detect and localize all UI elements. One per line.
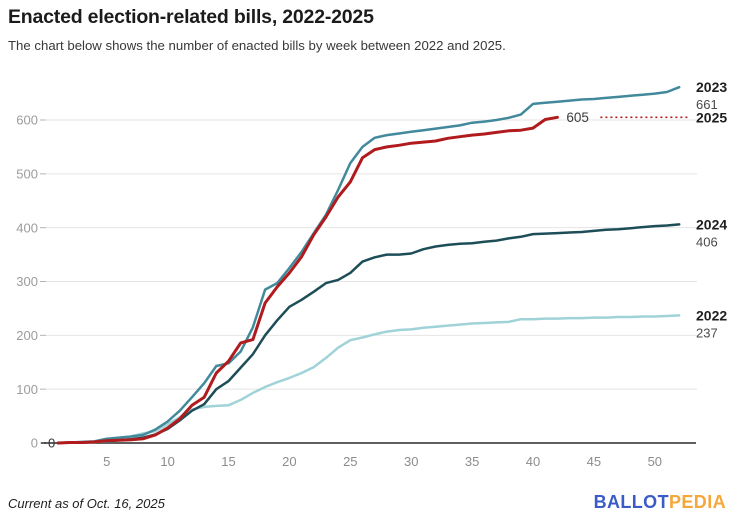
y-tick-label: 500 [16,166,38,181]
end-year-label-2025: 2025 [696,109,727,125]
ballotpedia-logo: BALLOTPEDIA [594,492,726,513]
x-tick-label: 50 [648,454,662,469]
y-tick-label: 100 [16,382,38,397]
series-line-2024 [56,223,681,445]
x-tick-label: 5 [103,454,110,469]
x-tick-label: 30 [404,454,418,469]
annotation-value-label-2025: 605 [566,110,589,125]
series-line-2025 [56,115,559,445]
end-year-label-2024: 2024 [696,216,727,232]
series-line-2023 [56,85,681,445]
end-year-label-2023: 2023 [696,79,727,95]
logo-pedia: PEDIA [668,492,726,512]
x-tick-label: 25 [343,454,357,469]
x-tick-label: 15 [221,454,235,469]
y-tick-label: 600 [16,113,38,128]
x-tick-label: 35 [465,454,479,469]
y-tick-label: 200 [16,328,38,343]
series-line-2022 [56,314,681,445]
y-tick-label: 300 [16,274,38,289]
logo-ballot: BALLOT [593,492,669,512]
chart-subtitle: The chart below shows the number of enac… [8,38,506,53]
x-tick-label: 45 [587,454,601,469]
x-tick-label: 40 [526,454,540,469]
start-value-label: 0 [48,436,55,451]
x-tick-label: 10 [160,454,174,469]
x-tick-label: 20 [282,454,296,469]
as-of-note: Current as of Oct. 16, 2025 [8,496,165,511]
chart-title: Enacted election-related bills, 2022-202… [8,6,374,28]
end-value-label-2023: 661 [696,97,718,112]
end-value-label-2022: 237 [696,325,718,340]
y-tick-label: 400 [16,220,38,235]
y-tick-label: 0 [31,436,38,451]
end-year-label-2022: 2022 [696,307,727,323]
end-value-label-2024: 406 [696,234,718,249]
